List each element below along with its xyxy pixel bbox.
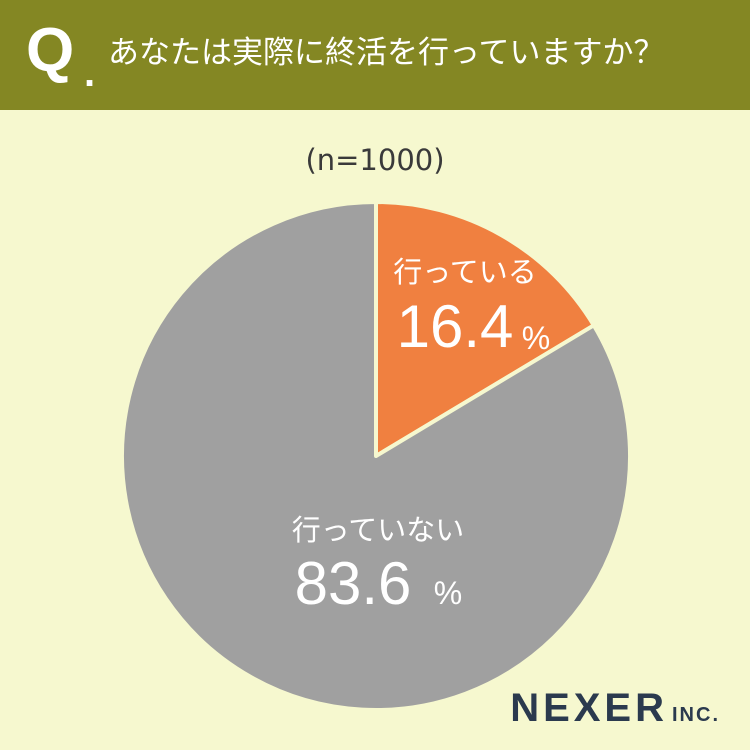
slice-label-yes: 行っている	[393, 255, 537, 289]
pie-slice-yes	[374, 200, 596, 458]
slice-label-no: 行っていない	[292, 513, 465, 547]
question-mark-letter: Q	[26, 16, 75, 85]
question-mark-dot: .	[84, 51, 96, 95]
sample-size: (n=1000)	[305, 143, 445, 177]
question-title: あなたは実際に終活を行っていますか？	[108, 35, 665, 71]
slice-percent-yes: %	[522, 320, 550, 356]
slice-value-yes: 16.4	[397, 293, 514, 360]
logo-sub-text: INC.	[672, 704, 720, 726]
header-bar: Q . あなたは実際に終活を行っていますか？	[0, 0, 750, 110]
slice-percent-no: %	[434, 575, 462, 611]
company-logo: NEXER INC.	[510, 686, 720, 731]
pie-slice-no	[120, 200, 632, 712]
slice-value-no: 83.6	[295, 550, 412, 617]
logo-main-text: NEXER	[510, 686, 668, 730]
